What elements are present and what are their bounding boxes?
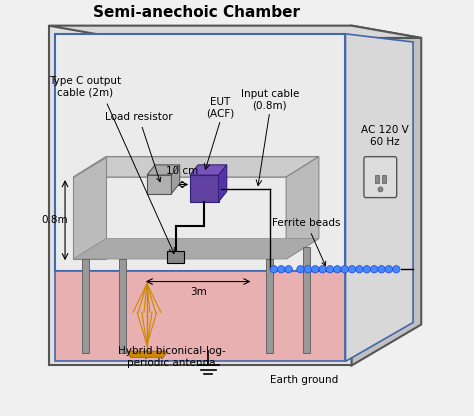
Text: EUT
(ACF): EUT (ACF) (207, 97, 235, 118)
Polygon shape (382, 175, 386, 183)
Text: Hybrid biconical-log-
periodic antenna: Hybrid biconical-log- periodic antenna (118, 347, 225, 368)
Polygon shape (49, 26, 352, 366)
Polygon shape (73, 238, 319, 259)
Polygon shape (375, 175, 380, 183)
Text: 3m: 3m (190, 287, 207, 297)
Polygon shape (219, 165, 227, 202)
Polygon shape (119, 259, 126, 353)
Circle shape (363, 265, 371, 273)
Polygon shape (147, 165, 180, 175)
Circle shape (278, 265, 285, 273)
Polygon shape (346, 34, 413, 362)
Polygon shape (127, 351, 167, 357)
Text: Type C output
cable (2m): Type C output cable (2m) (49, 76, 121, 98)
Circle shape (341, 265, 348, 273)
Polygon shape (286, 157, 319, 259)
Polygon shape (352, 26, 421, 366)
Circle shape (348, 265, 356, 273)
Polygon shape (82, 259, 89, 353)
Polygon shape (266, 259, 273, 353)
Polygon shape (73, 157, 319, 177)
Circle shape (319, 265, 326, 273)
Text: Input cable
(0.8m): Input cable (0.8m) (241, 89, 299, 110)
Text: Ferrite beads: Ferrite beads (273, 218, 341, 266)
Text: Load resistor: Load resistor (105, 112, 173, 182)
Circle shape (371, 265, 378, 273)
Circle shape (378, 187, 383, 192)
Circle shape (378, 265, 385, 273)
Text: Earth ground: Earth ground (270, 375, 338, 385)
Polygon shape (49, 26, 421, 38)
Text: 10 cm: 10 cm (165, 166, 198, 176)
Circle shape (304, 265, 311, 273)
Text: AC 120 V
60 Hz: AC 120 V 60 Hz (361, 125, 408, 147)
Circle shape (385, 265, 392, 273)
Circle shape (356, 265, 363, 273)
Circle shape (334, 265, 341, 273)
Circle shape (311, 265, 319, 273)
Circle shape (392, 265, 400, 273)
Circle shape (297, 265, 304, 273)
Circle shape (326, 265, 334, 273)
Polygon shape (167, 251, 184, 263)
Polygon shape (73, 157, 106, 259)
Polygon shape (172, 165, 180, 193)
Polygon shape (190, 165, 227, 175)
Polygon shape (147, 175, 172, 193)
FancyBboxPatch shape (364, 157, 397, 198)
Text: 0.8m: 0.8m (42, 215, 68, 225)
Circle shape (285, 265, 292, 273)
Polygon shape (303, 247, 310, 353)
Polygon shape (190, 175, 219, 202)
Text: Semi-anechoic Chamber: Semi-anechoic Chamber (92, 5, 300, 20)
Polygon shape (55, 34, 346, 271)
Circle shape (270, 265, 278, 273)
Polygon shape (55, 271, 346, 362)
